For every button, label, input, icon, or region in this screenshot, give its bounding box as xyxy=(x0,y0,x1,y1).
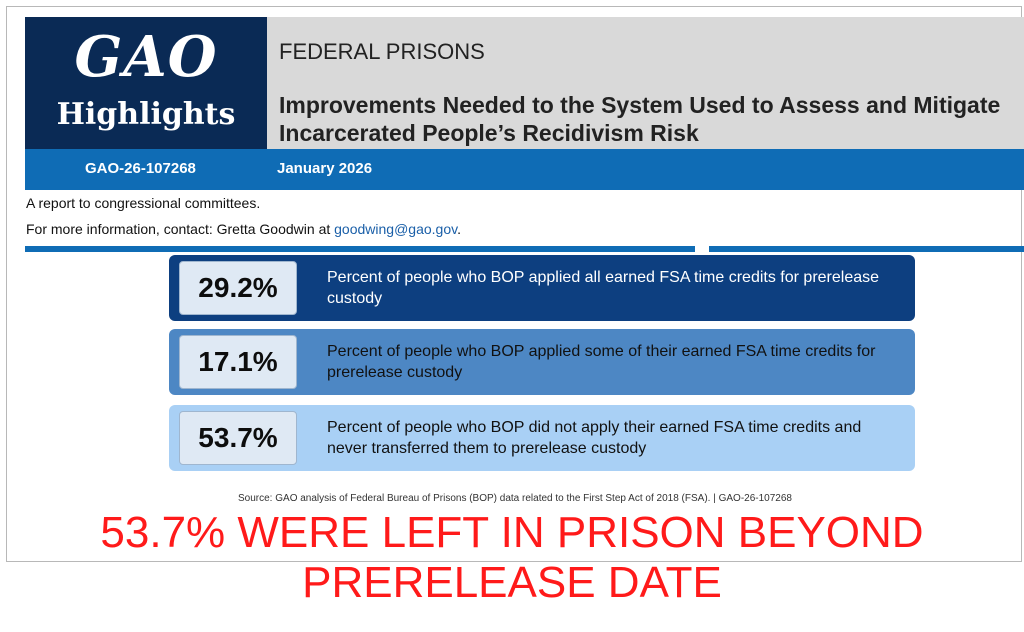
stat-value: 53.7% xyxy=(179,411,297,465)
report-subject: FEDERAL PRISONS xyxy=(279,39,485,64)
report-date: January 2026 xyxy=(277,160,373,177)
stat-description: Percent of people who BOP applied some o… xyxy=(327,343,876,381)
overlay-caption: 53.7% WERE LEFT IN PRISON BEYOND PRERELE… xyxy=(0,508,1024,608)
source-note: Source: GAO analysis of Federal Bureau o… xyxy=(238,493,792,504)
contact-suffix: . xyxy=(457,221,461,237)
caption-line-2: PRERELEASE DATE xyxy=(302,558,722,607)
contact-line: For more information, contact: Gretta Go… xyxy=(26,221,461,237)
caption-line-1: 53.7% WERE LEFT IN PRISON BEYOND xyxy=(100,508,924,557)
report-info-bar: GAO-26-107268 January 2026 xyxy=(25,149,1024,190)
stat-description: Percent of people who BOP did not apply … xyxy=(327,419,862,457)
report-id: GAO-26-107268 xyxy=(85,160,196,177)
report-title: Improvements Needed to the System Used t… xyxy=(279,92,1001,146)
stat-value: 29.2% xyxy=(179,261,297,315)
stat-value: 17.1% xyxy=(179,335,297,389)
contact-email-link[interactable]: goodwing@gao.gov xyxy=(334,221,458,237)
stat-description: Percent of people who BOP applied all ea… xyxy=(327,269,880,307)
stat-card-no-credits: 53.7% Percent of people who BOP did not … xyxy=(169,405,915,471)
divider-right xyxy=(709,246,1024,252)
title-banner: FEDERAL PRISONS Improvements Needed to t… xyxy=(267,17,1024,149)
contact-prefix: For more information, contact: Gretta Go… xyxy=(26,221,331,237)
divider-left xyxy=(25,246,695,252)
stat-card-some-credits: 17.1% Percent of people who BOP applied … xyxy=(169,329,915,395)
logo-gao-text: GAO xyxy=(74,24,218,90)
logo-highlights-text: Highlights xyxy=(56,97,236,132)
gao-logo: GAO Highlights xyxy=(25,17,267,149)
report-page: GAO Highlights FEDERAL PRISONS Improveme… xyxy=(6,6,1024,562)
report-audience: A report to congressional committees. xyxy=(26,195,261,211)
stat-card-all-credits: 29.2% Percent of people who BOP applied … xyxy=(169,255,915,321)
